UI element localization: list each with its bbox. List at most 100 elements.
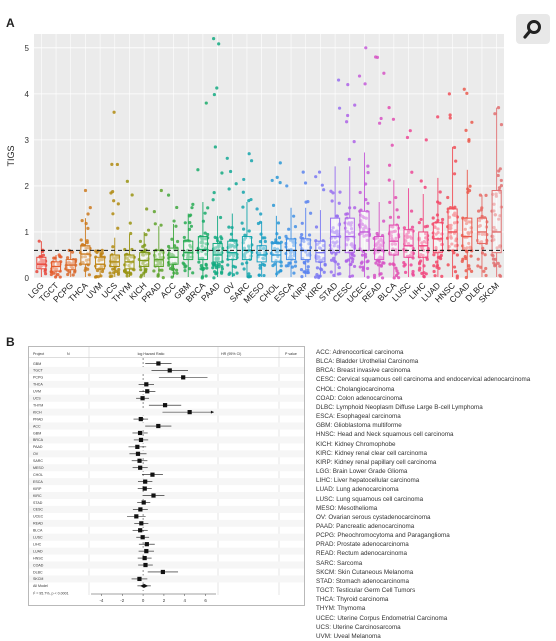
data-point [491, 254, 495, 258]
data-point [432, 269, 436, 274]
data-point [411, 269, 415, 274]
legend-entry: SKCM: Skin Cutaneous Melanoma [316, 568, 414, 576]
data-point [365, 260, 369, 264]
forest-row-label: SARC [33, 459, 43, 463]
data-point [464, 218, 468, 222]
data-point [49, 272, 53, 277]
data-point [484, 266, 488, 271]
data-point [313, 275, 318, 279]
data-point [215, 86, 219, 90]
legend-entry: ESCA: Esophageal carcinoma [316, 413, 401, 421]
data-point [153, 222, 157, 226]
data-point [463, 227, 467, 231]
data-point [379, 116, 383, 121]
box [36, 256, 47, 270]
data-point [197, 260, 201, 264]
box [256, 245, 267, 263]
data-point [410, 225, 415, 229]
data-point [240, 221, 244, 225]
box [315, 240, 326, 263]
data-point [116, 272, 121, 276]
data-point [449, 223, 453, 227]
data-point [247, 229, 251, 233]
data-point [138, 239, 143, 243]
forest-row-label: OV [33, 452, 39, 456]
data-point [391, 117, 396, 121]
data-point [152, 269, 156, 273]
data-point [235, 271, 239, 275]
forest-row-stripe [29, 561, 304, 569]
data-point [332, 273, 336, 278]
box [95, 256, 106, 270]
data-point [294, 260, 298, 264]
data-point [241, 190, 245, 194]
data-point [449, 226, 453, 230]
forest-row-label: HNSC [33, 556, 44, 560]
data-point [336, 262, 340, 266]
data-point [204, 263, 208, 267]
y-axis-label: TIGS [6, 145, 16, 166]
data-point [497, 217, 501, 221]
data-point [174, 224, 178, 228]
legend-entry: MESO: Mesothelioma [316, 504, 378, 512]
data-point [357, 74, 362, 78]
data-point [433, 225, 437, 230]
data-point [366, 171, 370, 175]
data-point [447, 215, 452, 219]
box [403, 229, 414, 258]
forest-point [135, 444, 140, 449]
data-point [483, 253, 487, 257]
forest-point [137, 458, 142, 463]
data-point [206, 206, 210, 210]
data-point [394, 195, 398, 200]
data-point [70, 266, 75, 270]
data-point [350, 221, 354, 225]
data-point [228, 169, 233, 174]
data-point [388, 200, 392, 204]
data-point [452, 221, 457, 225]
data-point [420, 241, 424, 245]
data-point [338, 272, 342, 276]
legend-entry: PCPG: Pheochromocytoma and Paraganglioma [316, 532, 450, 540]
data-point [287, 261, 291, 265]
data-point [362, 215, 366, 220]
data-point [199, 264, 203, 268]
data-point [176, 239, 180, 244]
data-point [66, 272, 70, 277]
data-point [366, 201, 370, 205]
data-point [387, 178, 391, 182]
legend-entry: LIHC: Liver hepatocellular carcinoma [316, 477, 420, 485]
forest-row-label: PCPG [33, 376, 43, 380]
data-point [408, 253, 412, 258]
forest-row-label: PAAD [33, 445, 43, 449]
data-point [243, 233, 247, 237]
data-point [156, 263, 160, 267]
data-point [376, 250, 380, 254]
data-point [290, 265, 295, 269]
data-point [128, 221, 132, 225]
data-point [465, 91, 469, 95]
data-point [418, 266, 422, 270]
data-point [496, 173, 500, 178]
box [491, 190, 502, 254]
legend-entry: LGG: Brain Lower Grade Glioma [316, 468, 408, 476]
forest-row-stripe [29, 492, 304, 499]
data-point [418, 260, 422, 265]
y-tick-label: 1 [25, 228, 30, 237]
data-point [402, 261, 406, 265]
lens-button[interactable] [516, 14, 550, 44]
data-point [86, 226, 90, 230]
legend-entry: CESC: Cervical squamous cell carcinoma a… [316, 376, 531, 384]
data-point [436, 230, 440, 235]
data-point [422, 240, 426, 244]
data-point [362, 234, 366, 238]
data-point [358, 190, 362, 195]
box [285, 238, 297, 261]
forest-header-cell: log Hazard Ratio [138, 352, 165, 356]
data-point [247, 245, 251, 249]
data-point [419, 179, 423, 183]
data-point [213, 270, 217, 274]
forest-row-label: BRCA [33, 438, 44, 442]
forest-row-label: LIHC [33, 542, 42, 546]
data-point [125, 256, 130, 260]
